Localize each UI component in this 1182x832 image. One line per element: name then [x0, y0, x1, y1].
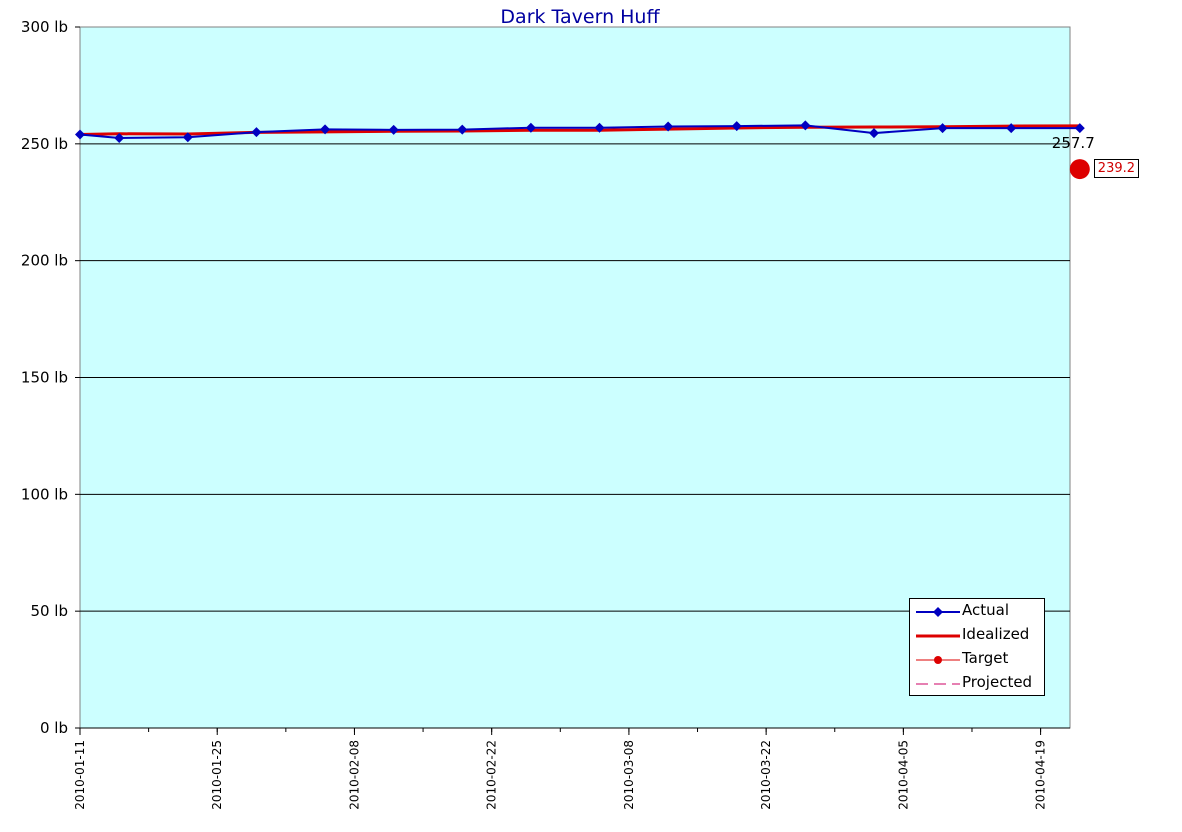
actual-point — [75, 129, 85, 140]
annotation-target-value: 239.2 — [1093, 159, 1140, 179]
x-tick-label: 2010-03-08 — [622, 740, 636, 810]
actual-point — [251, 127, 262, 138]
actual-point — [525, 122, 536, 133]
legend-item-projected: Projected — [910, 671, 1044, 695]
y-tick-label: 100 lb — [21, 485, 68, 503]
x-tick-label: 2010-02-08 — [347, 740, 361, 810]
legend-swatch-target — [916, 656, 960, 664]
series-layer — [75, 120, 1090, 180]
actual-point — [457, 124, 468, 135]
legend-item-target: Target — [910, 647, 1044, 671]
actual-point — [800, 120, 811, 131]
y-tick-label: 50 lb — [30, 602, 68, 620]
chart-title: Dark Tavern Huff — [500, 6, 660, 28]
series-line-idealized — [79, 124, 1080, 136]
actual-point — [868, 128, 879, 139]
y-axis: 0 lb 50 lb 100 lb 150 lb 200 lb 250 lb 300 lb — [21, 18, 80, 737]
actual-point — [1006, 123, 1017, 134]
actual-point — [388, 124, 399, 135]
x-tick-label: 2010-01-25 — [210, 740, 224, 810]
y-tick-label: 0 lb — [40, 719, 68, 737]
legend-label-actual: Actual — [962, 601, 1009, 619]
annotation-last-value: 257.7 — [1051, 133, 1095, 152]
y-tick-label: 150 lb — [21, 369, 68, 387]
actual-point — [663, 121, 674, 132]
x-tick-label: 2010-04-19 — [1034, 740, 1048, 810]
actual-point — [114, 132, 125, 143]
legend-item-actual: Actual — [910, 599, 1044, 623]
x-tick-label: 2010-01-11 — [73, 740, 87, 810]
y-tick-label: 300 lb — [21, 18, 68, 36]
actual-point — [594, 122, 605, 133]
legend-label-idealized: Idealized — [962, 625, 1030, 643]
y-tick-label: 200 lb — [21, 252, 68, 270]
legend-label-target: Target — [962, 649, 1009, 667]
x-tick-label: 2010-02-22 — [485, 740, 499, 810]
legend-label-projected: Projected — [962, 673, 1033, 691]
x-tick-label: 2010-04-05 — [896, 740, 910, 810]
actual-point — [320, 124, 331, 135]
legend-item-idealized: Idealized — [910, 623, 1044, 647]
legend: Actual Idealized Target Projected — [909, 598, 1045, 696]
x-tick-label: 2010-03-22 — [759, 740, 773, 810]
target-point — [1069, 159, 1090, 180]
gridlines — [80, 143, 1070, 612]
legend-swatch-actual — [916, 607, 960, 617]
x-axis: 2010-01-11 2010-01-25 2010-02-08 2010-02-22… — [73, 727, 1070, 810]
legend-swatch-projected — [916, 683, 960, 685]
actual-point — [937, 123, 948, 134]
actual-point — [731, 121, 742, 132]
legend-swatch-idealized — [916, 634, 960, 638]
series-line-actual — [79, 124, 1080, 139]
actual-point — [1074, 123, 1085, 134]
actual-point — [182, 132, 193, 143]
y-tick-label: 250 lb — [21, 135, 68, 153]
